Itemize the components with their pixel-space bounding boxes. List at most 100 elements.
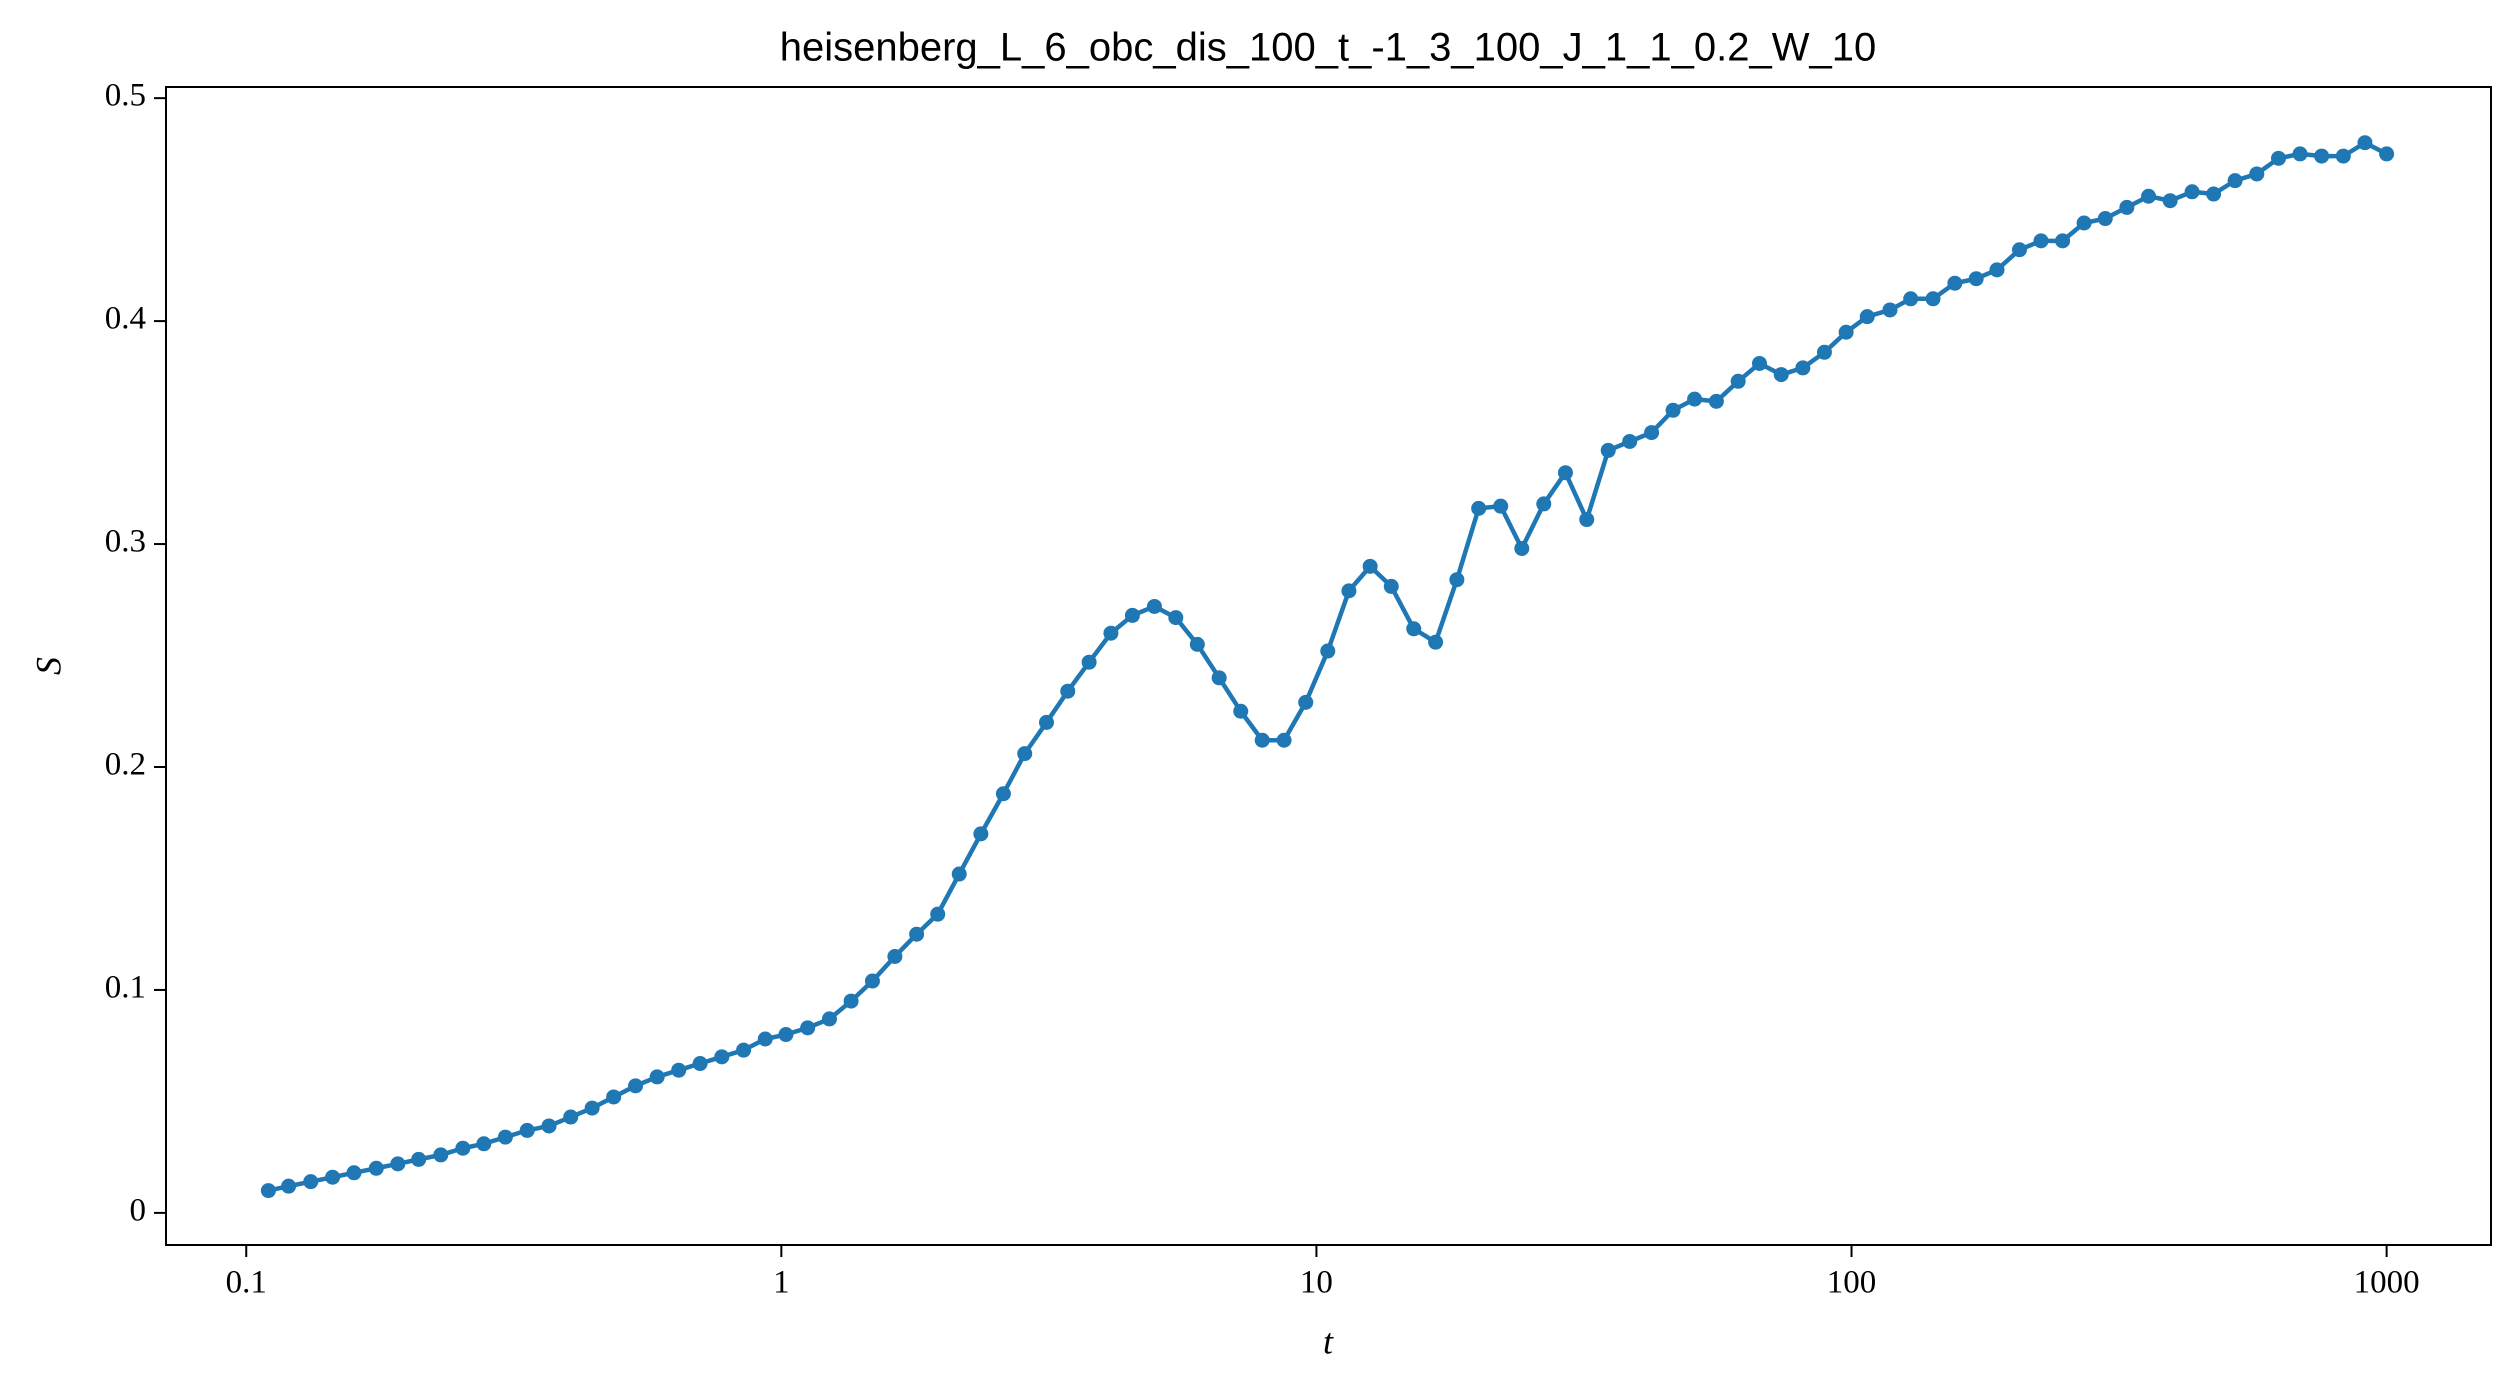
data-point [1081, 654, 1097, 670]
data-point [821, 1011, 837, 1027]
series-line [267, 140, 2388, 1193]
data-point [757, 1031, 773, 1047]
data-point [1017, 746, 1033, 762]
data-point [2335, 148, 2351, 164]
x-tick-label: 10 [1300, 1265, 1333, 1301]
data-point [736, 1042, 752, 1058]
data-point [2206, 186, 2222, 202]
data-point [1362, 558, 1378, 574]
data-point [2141, 188, 2157, 204]
data-point [411, 1151, 427, 1167]
data-point [1989, 262, 2005, 278]
data-point [1320, 643, 1336, 659]
data-point [1254, 732, 1270, 748]
data-point [325, 1169, 341, 1185]
data-point [1471, 500, 1487, 516]
data-point [1124, 607, 1140, 623]
data-point [1622, 433, 1638, 449]
data-point [281, 1178, 297, 1194]
data-point [1493, 498, 1509, 514]
data-point [778, 1027, 794, 1043]
y-tick-label: 0.1 [105, 970, 146, 1006]
y-tick-label: 0 [130, 1192, 147, 1228]
data-point [1773, 367, 1789, 383]
data-point [973, 826, 989, 842]
data-point [714, 1049, 730, 1065]
data-point [864, 973, 880, 989]
data-point [1233, 703, 1249, 719]
data-point [1751, 355, 1767, 371]
data-point [1557, 465, 1573, 481]
data-point [2097, 211, 2113, 227]
data-point [584, 1100, 600, 1116]
data-point [2271, 150, 2287, 166]
data-point [649, 1069, 665, 1085]
data-point [2033, 233, 2049, 249]
y-tick-label: 0.5 [105, 78, 146, 114]
data-point [1882, 302, 1898, 318]
data-point [1838, 324, 1854, 340]
chart-title: heisenberg_L_6_obc_dis_100_t_-1_3_100_J_… [780, 26, 1876, 70]
data-point [951, 866, 967, 882]
data-point [563, 1109, 579, 1125]
data-point [800, 1020, 816, 1036]
data-point [368, 1160, 384, 1176]
data-point [1600, 442, 1616, 458]
data-point [1514, 541, 1530, 557]
data-point [2055, 233, 2071, 249]
data-point [1947, 275, 1963, 291]
data-point [2379, 146, 2395, 162]
data-point [995, 786, 1011, 802]
plot-frame [165, 86, 2492, 1246]
data-point [2162, 193, 2178, 209]
data-point [541, 1118, 557, 1134]
y-tick-label: 0.3 [105, 524, 146, 560]
data-point [887, 949, 903, 965]
y-tick-label: 0.2 [105, 747, 146, 783]
data-point [1665, 402, 1681, 418]
x-tick-label: 1000 [2354, 1265, 2420, 1301]
data-point [1383, 578, 1399, 594]
data-point [2119, 199, 2135, 215]
data-point [1644, 425, 1660, 441]
data-point [1298, 694, 1314, 710]
data-point [519, 1122, 535, 1138]
data-point [1341, 583, 1357, 599]
data-point [1103, 625, 1119, 641]
data-point [1579, 512, 1595, 528]
x-tick-label: 1 [773, 1265, 790, 1301]
data-point [2314, 148, 2330, 164]
data-point [1146, 598, 1162, 614]
data-point [1925, 291, 1941, 307]
data-point [1060, 683, 1076, 699]
data-point [2184, 184, 2200, 200]
data-point [1795, 360, 1811, 376]
data-point [1168, 610, 1184, 626]
x-tick-label: 0.1 [226, 1265, 267, 1301]
data-point [1276, 732, 1292, 748]
data-point [1211, 670, 1227, 686]
data-point [2357, 135, 2373, 151]
data-point [1687, 391, 1703, 407]
data-point [692, 1056, 708, 1072]
data-point [1039, 714, 1055, 730]
data-point [909, 926, 925, 942]
y-axis-label: S [28, 657, 68, 675]
data-point [455, 1140, 471, 1156]
data-point [2292, 146, 2308, 162]
data-point [1189, 636, 1205, 652]
data-point [2011, 242, 2027, 258]
data-point [628, 1078, 644, 1094]
data-point [1536, 496, 1552, 512]
data-point [1968, 271, 1984, 287]
data-point [606, 1089, 622, 1105]
data-point [433, 1147, 449, 1163]
data-point [476, 1136, 492, 1152]
data-point [1859, 309, 1875, 325]
data-point [843, 993, 859, 1009]
data-point [1449, 572, 1465, 588]
data-point [346, 1165, 362, 1181]
data-point [2249, 166, 2265, 182]
data-point [303, 1174, 319, 1190]
